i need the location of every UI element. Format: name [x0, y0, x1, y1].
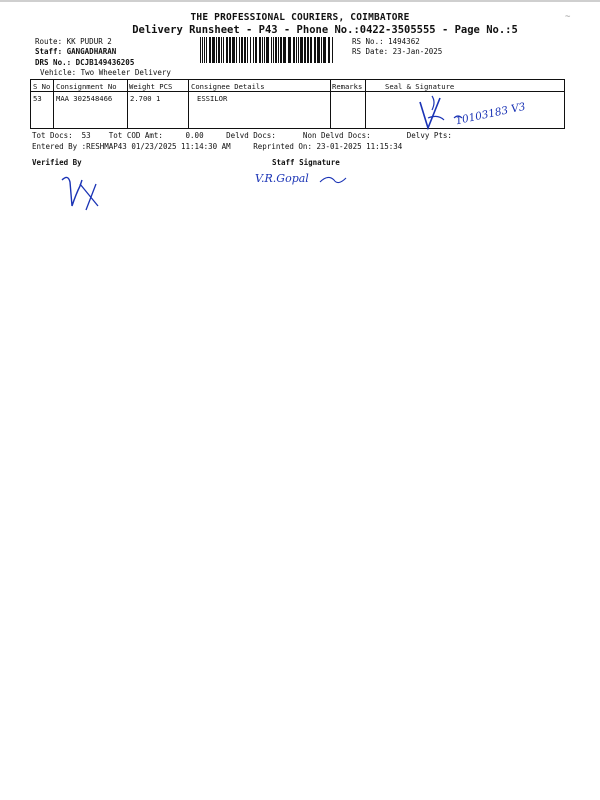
barcode-bar [288, 37, 291, 63]
barcode-bar [226, 37, 228, 63]
rs-date: RS Date: 23-Jan-2025 [352, 47, 443, 56]
barcode-bar [317, 37, 320, 63]
barcode-bar [304, 37, 306, 63]
company-title: THE PROFESSIONAL COURIERS, COIMBATORE [190, 12, 410, 23]
drs-number: DRS No.: DCJB149436205 [35, 58, 135, 67]
barcode-bar [204, 37, 205, 63]
barcode-bar [296, 37, 297, 63]
barcode-bar [209, 37, 211, 63]
header-weight-pcs: Weight PCS [129, 82, 173, 91]
barcode-bar [307, 37, 309, 63]
barcode-bar [271, 37, 272, 63]
barcode-bar [241, 37, 243, 63]
header-seal-signature: Seal & Signature [385, 82, 455, 91]
barcode-bar [275, 37, 277, 63]
staff-signature-flourish [319, 176, 347, 184]
barcode-bar [280, 37, 282, 63]
barcode-bar [300, 37, 303, 63]
barcode-bar [212, 37, 215, 63]
barcode-bar [259, 37, 261, 63]
header-remarks: Remarks [332, 82, 363, 91]
barcode-bar [232, 37, 235, 63]
verified-signature [61, 176, 99, 211]
barcode-bar [298, 37, 299, 63]
totals-line: Tot Docs: 53 Tot COD Amt: 0.00 Delvd Doc… [32, 131, 452, 140]
barcode-bar [247, 37, 248, 63]
column-divider [127, 80, 128, 128]
barcode-bar [278, 37, 279, 63]
barcode-bar [314, 37, 316, 63]
rs-number: RS No.: 1494362 [352, 37, 420, 46]
column-divider [365, 80, 366, 128]
cell-sno: 53 [33, 94, 42, 103]
cell-weight-pcs: 2.700 1 [130, 94, 161, 103]
column-divider [330, 80, 331, 128]
header-consignee: Consignee Details [191, 82, 265, 91]
barcode-bar [229, 37, 231, 63]
column-divider [53, 80, 54, 128]
barcode-bar [200, 37, 201, 63]
header-consignment: Consignment No [56, 82, 117, 91]
seal-signature-scribble [419, 95, 463, 131]
barcode-bar [236, 37, 237, 63]
consignment-table: S No Consignment No Weight PCS Consignee… [30, 79, 565, 129]
barcode-bar [321, 37, 322, 63]
barcode-bar [250, 37, 251, 63]
cell-consignment: MAA 302548466 [56, 94, 113, 103]
barcode-bar [283, 37, 286, 63]
barcode-bar [218, 37, 220, 63]
corner-mark: ~ [565, 12, 571, 22]
barcode-bar [332, 37, 333, 63]
staff-signature-label: Staff Signature [272, 158, 340, 167]
barcode-bar [244, 37, 246, 63]
barcode-bar [255, 37, 257, 63]
barcode-image [200, 37, 333, 63]
barcode-bar [293, 37, 295, 63]
barcode-bar [202, 37, 203, 63]
header-divider [31, 91, 564, 92]
barcode-bar [273, 37, 274, 63]
header-sno: S No [33, 82, 51, 91]
top-edge-rule [0, 0, 600, 2]
barcode-bar [264, 37, 265, 63]
staff-signature-handwriting: V.R.Gopal [255, 172, 309, 185]
barcode-bar [323, 37, 326, 63]
barcode-bar [253, 37, 254, 63]
barcode-bar [328, 37, 330, 63]
barcode-bar [223, 37, 224, 63]
vehicle-text: Vehicle: Two Wheeler Delivery [40, 68, 171, 77]
verified-by-label: Verified By [32, 158, 82, 167]
barcode-bar [221, 37, 222, 63]
entered-by-line: Entered By :RESHMAP43 01/23/2025 11:14:3… [32, 142, 403, 151]
barcode-bar [239, 37, 240, 63]
cell-consignee: ESSILOR [197, 94, 228, 103]
barcode-bar [310, 37, 312, 63]
column-divider [188, 80, 189, 128]
route-text: Route: KK PUDUR 2 [35, 37, 112, 46]
barcode-bar [262, 37, 263, 63]
barcode-bar [266, 37, 269, 63]
runsheet-title: Delivery Runsheet - P43 - Phone No.:0422… [132, 24, 518, 36]
barcode-bar [216, 37, 217, 63]
barcode-bar [206, 37, 207, 63]
staff-text: Staff: GANGADHARAN [35, 47, 117, 56]
